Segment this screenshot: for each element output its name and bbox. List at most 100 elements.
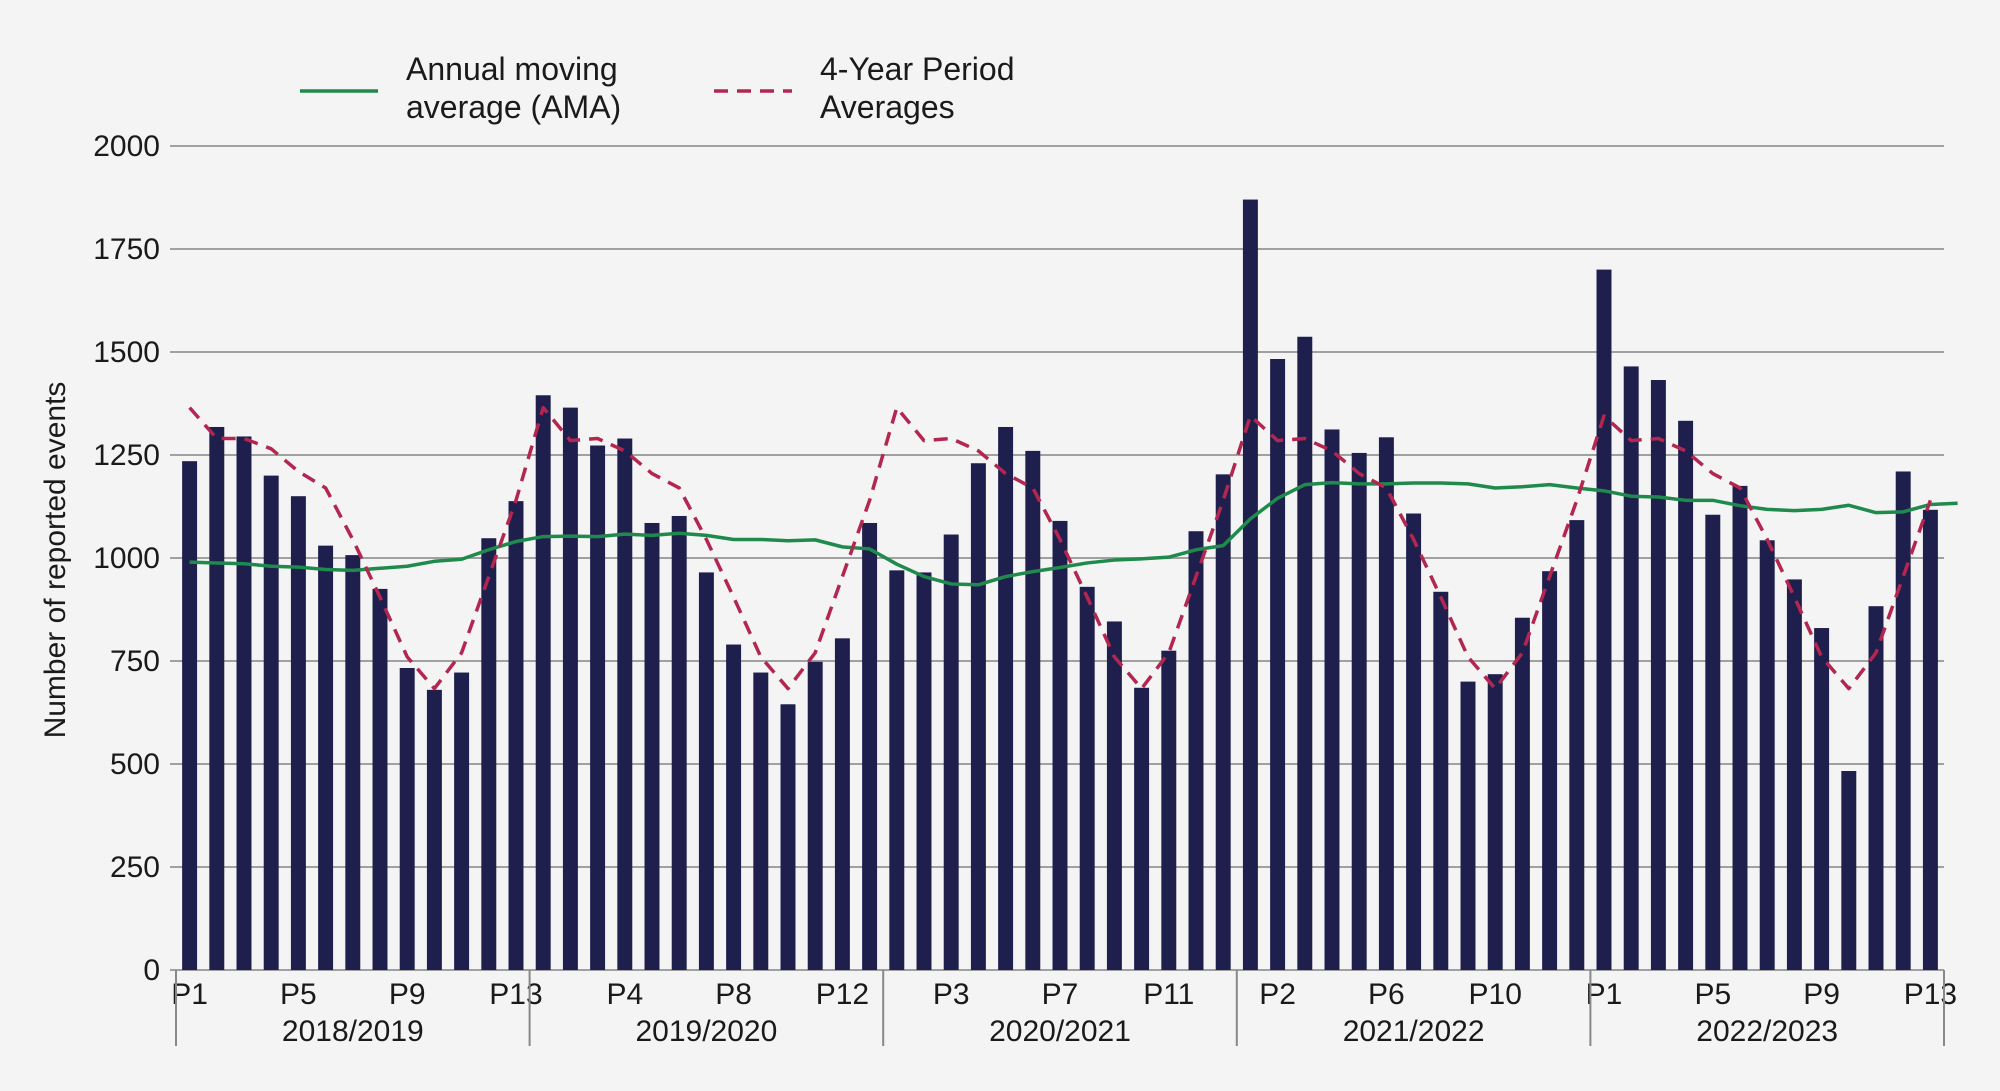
x-tick-label: P5 bbox=[280, 978, 317, 1011]
ama-line bbox=[189, 480, 1958, 587]
bar bbox=[1487, 674, 1503, 970]
bar bbox=[1106, 621, 1122, 970]
bar bbox=[182, 461, 198, 970]
bar bbox=[726, 644, 742, 970]
x-tick-label: P8 bbox=[715, 978, 752, 1011]
year-label: 2021/2022 bbox=[1343, 1015, 1485, 1048]
bar bbox=[454, 672, 470, 970]
bar bbox=[1542, 571, 1558, 970]
bar bbox=[698, 572, 714, 970]
bar bbox=[590, 445, 606, 970]
bar bbox=[399, 668, 415, 970]
bar bbox=[345, 555, 361, 970]
bar bbox=[372, 588, 388, 970]
bar bbox=[1732, 485, 1748, 970]
bar bbox=[318, 545, 334, 970]
bar bbox=[1759, 540, 1775, 970]
bar bbox=[807, 661, 823, 970]
bar bbox=[1324, 429, 1340, 970]
bar bbox=[1025, 450, 1041, 970]
legend-label: 4-Year Period bbox=[820, 51, 1015, 87]
year-label: 2022/2023 bbox=[1696, 1015, 1838, 1048]
y-axis-title: Number of reported events bbox=[39, 382, 72, 739]
bar bbox=[889, 570, 905, 970]
bar bbox=[1297, 336, 1313, 971]
y-tick-label: 500 bbox=[110, 748, 160, 781]
bar bbox=[862, 522, 878, 970]
legend-label: average (AMA) bbox=[406, 89, 621, 125]
bar bbox=[834, 638, 850, 970]
bar bbox=[1215, 474, 1231, 970]
bar bbox=[916, 572, 932, 970]
bar bbox=[1406, 513, 1422, 970]
year-label: 2019/2020 bbox=[635, 1015, 777, 1048]
year-label: 2018/2019 bbox=[282, 1015, 424, 1048]
bar bbox=[481, 538, 497, 970]
axes: 0 250 500 750 1000 1250 1500 1750 2000 P1 P5 P9 P13 P… bbox=[93, 130, 1957, 1048]
y-tick-label: 2000 bbox=[93, 130, 160, 163]
x-tick-label: P12 bbox=[816, 978, 869, 1011]
bar bbox=[1841, 771, 1857, 970]
bar bbox=[1705, 514, 1721, 970]
y-tick-label: 1250 bbox=[93, 439, 160, 472]
x-tick-label: P2 bbox=[1259, 978, 1296, 1011]
bar bbox=[209, 426, 225, 970]
x-tick-label: P11 bbox=[1143, 978, 1194, 1011]
bar bbox=[1814, 628, 1830, 970]
bar bbox=[1351, 452, 1367, 970]
bar bbox=[1786, 579, 1802, 970]
bar bbox=[263, 475, 279, 970]
bar bbox=[426, 689, 442, 970]
bar bbox=[535, 395, 551, 970]
four-year-average-line bbox=[188, 405, 1933, 691]
bar bbox=[1433, 591, 1449, 970]
bar bbox=[562, 407, 578, 970]
bar bbox=[290, 496, 306, 970]
y-tick-label: 750 bbox=[110, 645, 160, 678]
y-tick-label: 1000 bbox=[93, 542, 160, 575]
bar bbox=[780, 704, 796, 970]
bar bbox=[1514, 617, 1530, 970]
bar bbox=[970, 463, 986, 970]
x-tick-label: P13 bbox=[1904, 978, 1957, 1011]
bar bbox=[1161, 650, 1177, 970]
legend-label: Averages bbox=[820, 89, 955, 125]
bar bbox=[1922, 509, 1938, 970]
bar bbox=[998, 426, 1014, 970]
bar bbox=[1079, 586, 1095, 970]
bar bbox=[1134, 687, 1150, 970]
year-label: 2020/2021 bbox=[989, 1015, 1131, 1048]
y-tick-label: 1750 bbox=[93, 233, 160, 266]
x-tick-label: P7 bbox=[1042, 978, 1079, 1011]
bar bbox=[1596, 269, 1612, 971]
bar bbox=[1650, 380, 1666, 970]
x-tick-label: P3 bbox=[933, 978, 970, 1011]
bar bbox=[1242, 199, 1258, 970]
bar bbox=[1569, 520, 1585, 970]
bar bbox=[1460, 681, 1476, 970]
bar bbox=[1895, 471, 1911, 970]
bar bbox=[1678, 420, 1694, 971]
x-tick-label: P9 bbox=[389, 978, 426, 1011]
bar bbox=[644, 522, 660, 970]
y-tick-label: 0 bbox=[143, 954, 160, 987]
lines bbox=[188, 405, 1958, 691]
x-tick-label: P1 bbox=[171, 978, 208, 1011]
bar bbox=[1052, 520, 1068, 970]
bar bbox=[1868, 606, 1884, 970]
legend-label: Annual moving bbox=[406, 51, 618, 87]
bar bbox=[1188, 531, 1204, 970]
bar bbox=[753, 672, 769, 970]
bar bbox=[1623, 366, 1639, 970]
x-tick-label: P9 bbox=[1803, 978, 1840, 1011]
bars bbox=[182, 199, 1938, 971]
bar bbox=[943, 534, 959, 970]
x-tick-label: P4 bbox=[606, 978, 643, 1011]
bar bbox=[671, 515, 687, 970]
x-tick-label: P6 bbox=[1368, 978, 1405, 1011]
